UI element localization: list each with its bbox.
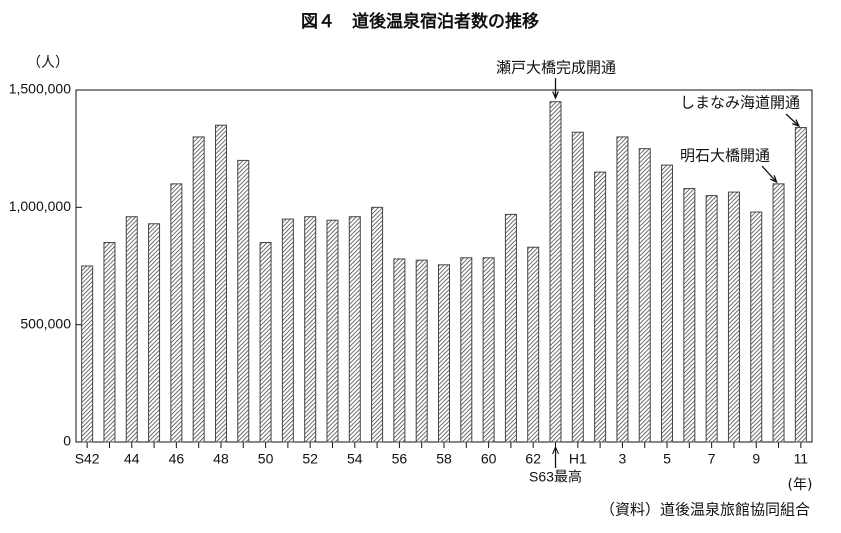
x-tick-label: S63最高 <box>529 469 582 485</box>
chart-title: 図４ 道後温泉宿泊者数の推移 <box>301 11 539 32</box>
x-tick-label: 44 <box>124 451 140 467</box>
x-tick-label: 3 <box>619 451 627 467</box>
y-tick-label: 1,000,000 <box>9 198 71 214</box>
bar <box>281 218 294 443</box>
x-tick-label: 56 <box>392 451 408 467</box>
bar <box>170 183 183 443</box>
bar <box>571 131 584 443</box>
annotation: しまなみ海道開通 <box>680 94 800 112</box>
bar <box>214 124 227 443</box>
x-tick-label: 9 <box>752 451 760 467</box>
bar <box>371 206 384 443</box>
bar <box>103 242 116 443</box>
bar <box>594 171 607 443</box>
y-unit: （人） <box>27 55 69 71</box>
bar <box>683 188 696 443</box>
y-tick-label: 500,000 <box>20 315 71 331</box>
annotation-arrow-head <box>552 91 559 100</box>
bar <box>326 219 339 443</box>
x-tick-label: 52 <box>302 451 318 467</box>
annotation: 明石大橋開通 <box>680 147 770 165</box>
x-tick-label: 58 <box>436 451 452 467</box>
bar <box>259 242 272 443</box>
bar <box>527 246 540 443</box>
arrow-head <box>552 445 559 455</box>
bar <box>393 258 406 443</box>
bar <box>304 216 317 443</box>
x-tick-label: 60 <box>481 451 497 467</box>
bar <box>438 264 450 443</box>
bar <box>192 136 205 443</box>
x-tick-label: 54 <box>347 451 363 467</box>
y-tick-label: 0 <box>63 433 71 449</box>
bar <box>750 211 763 443</box>
source: （資料）道後温泉旅館協同組合 <box>600 501 810 519</box>
bar <box>81 265 94 443</box>
x-tick-label: 7 <box>708 451 716 467</box>
bar <box>661 164 674 443</box>
annotation-arrow <box>785 113 800 127</box>
annotation-arrow <box>761 165 778 183</box>
x-tick-label: 5 <box>663 451 671 467</box>
bar <box>504 213 517 443</box>
x-unit: (年) <box>788 477 813 493</box>
x-tick-label: S42 <box>75 451 100 467</box>
x-tick-label: 50 <box>258 451 274 467</box>
x-tick-label: 62 <box>525 451 541 467</box>
x-tick-label: 11 <box>794 451 809 467</box>
x-tick-label: 46 <box>169 451 185 467</box>
bar <box>348 216 361 443</box>
bar <box>415 259 428 443</box>
annotation: 瀬戸大橋完成開通 <box>496 59 616 77</box>
bar <box>616 136 629 443</box>
bar <box>727 191 740 443</box>
x-tick-label: H1 <box>569 451 587 467</box>
x-tick-label: 48 <box>213 451 229 467</box>
bar <box>460 257 473 443</box>
bar <box>772 183 785 443</box>
annotation-arrow-head <box>769 175 778 184</box>
bar <box>482 257 495 443</box>
bar <box>237 159 250 443</box>
bar <box>549 101 562 443</box>
y-tick-label: 1,500,000 <box>9 81 71 97</box>
bar <box>638 148 651 443</box>
bar <box>794 127 807 443</box>
bar <box>125 216 138 443</box>
annotation-arrow-head <box>792 119 801 128</box>
bar <box>148 223 161 443</box>
bar <box>705 195 718 443</box>
